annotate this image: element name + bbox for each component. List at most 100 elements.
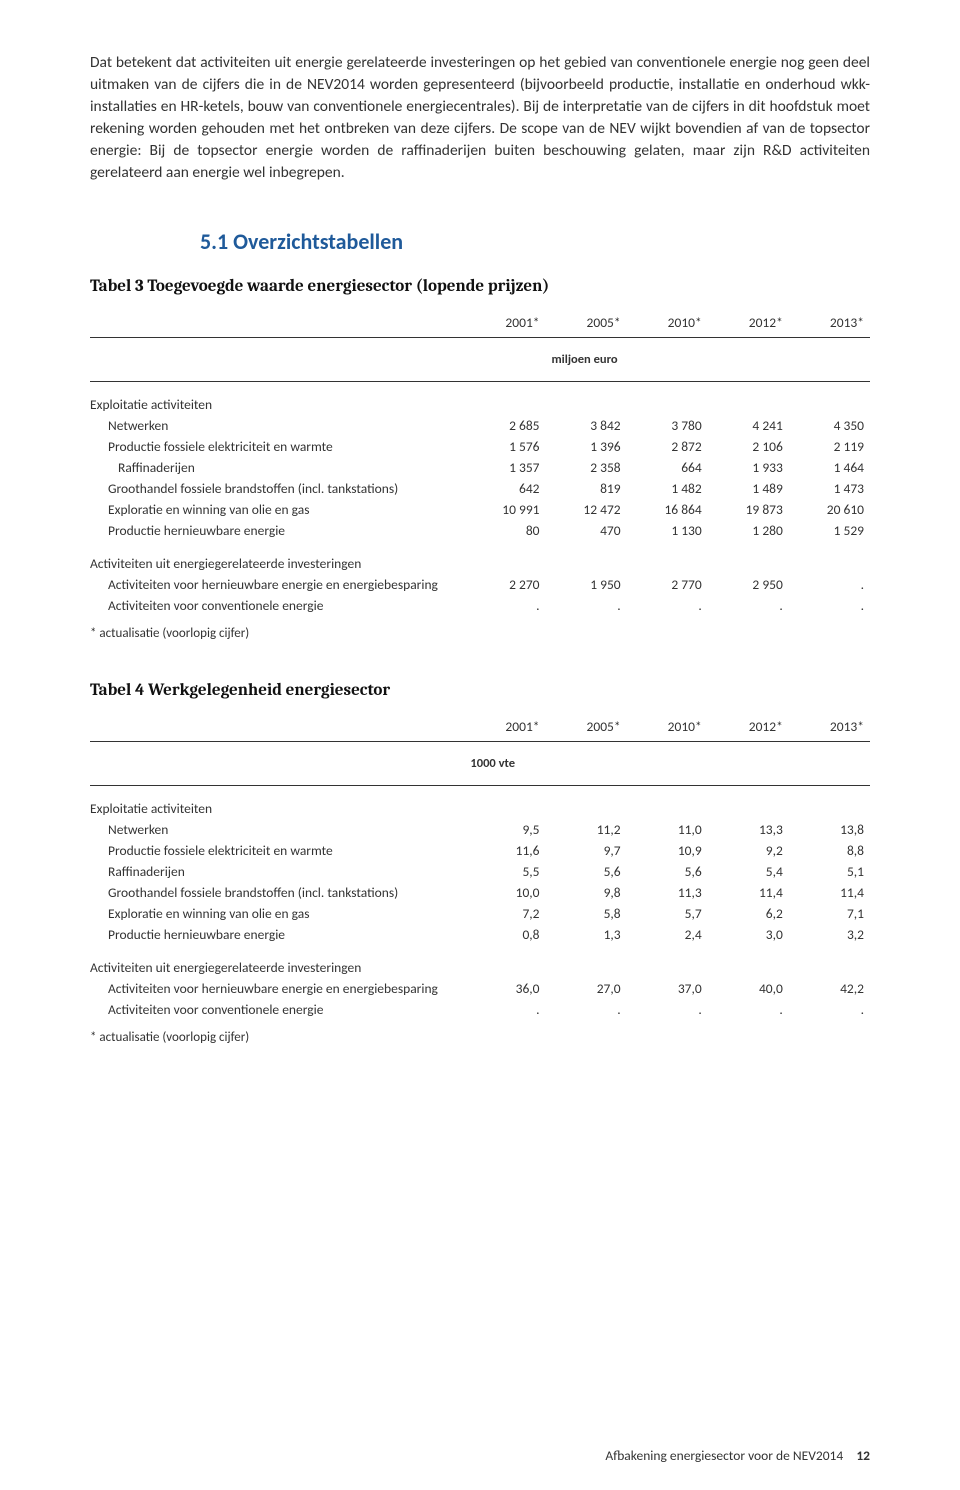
- row-label: Activiteiten voor hernieuwbare energie e…: [90, 574, 464, 595]
- table-4-block: Tabel 4 Werkgelegenheid energiesector 20…: [90, 681, 870, 1045]
- year-header: 2010*: [627, 712, 708, 742]
- cell-value: 20 610: [789, 499, 870, 520]
- cell-value: 3 780: [627, 415, 708, 436]
- cell-value: .: [789, 999, 870, 1020]
- year-header: 2012*: [708, 712, 789, 742]
- cell-value: 13,3: [708, 819, 789, 840]
- cell-value: 12 472: [546, 499, 627, 520]
- row-label: Activiteiten voor hernieuwbare energie e…: [90, 978, 464, 999]
- cell-value: .: [708, 595, 789, 616]
- row-label: Groothandel fossiele brandstoffen (incl.…: [90, 882, 464, 903]
- cell-value: 4 241: [708, 415, 789, 436]
- cell-value: 13,8: [789, 819, 870, 840]
- cell-value: 27,0: [546, 978, 627, 999]
- cell-value: 2 872: [627, 436, 708, 457]
- row-label: Productie hernieuwbare energie: [90, 520, 464, 541]
- row-label: Productie fossiele elektriciteit en warm…: [90, 436, 464, 457]
- cell-value: .: [546, 999, 627, 1020]
- cell-value: 819: [546, 478, 627, 499]
- year-header: 2001*: [464, 712, 545, 742]
- table-row: Activiteiten uit energiegerelateerde inv…: [90, 541, 870, 574]
- row-label: Productie fossiele elektriciteit en warm…: [90, 840, 464, 861]
- table-row: 2001* 2005* 2010* 2012* 2013*: [90, 712, 870, 742]
- table-row: Netwerken9,511,211,013,313,8: [90, 819, 870, 840]
- table-row: Exploratie en winning van olie en gas10 …: [90, 499, 870, 520]
- cell-value: 11,6: [464, 840, 545, 861]
- year-header: 2001*: [464, 308, 545, 338]
- cell-value: 1 950: [546, 574, 627, 595]
- cell-value: 1 130: [627, 520, 708, 541]
- cell-value: 2 119: [789, 436, 870, 457]
- cell-value: 11,0: [627, 819, 708, 840]
- cell-value: 1 357: [464, 457, 545, 478]
- table-row: Raffinaderijen1 3572 3586641 9331 464: [90, 457, 870, 478]
- table-row: Activiteiten voor hernieuwbare energie e…: [90, 574, 870, 595]
- cell-value: 2 950: [708, 574, 789, 595]
- row-label: Groothandel fossiele brandstoffen (incl.…: [90, 478, 464, 499]
- cell-value: 0,8: [464, 924, 545, 945]
- table-3: 2001* 2005* 2010* 2012* 2013* miljoen eu…: [90, 308, 870, 616]
- cell-value: 1,3: [546, 924, 627, 945]
- cell-value: 11,3: [627, 882, 708, 903]
- table-3-caption: Tabel 3 Toegevoegde waarde energiesector…: [90, 277, 870, 296]
- cell-value: 2 770: [627, 574, 708, 595]
- cell-value: 5,8: [546, 903, 627, 924]
- cell-value: 6,2: [708, 903, 789, 924]
- table-row: Activiteiten voor conventionele energie.…: [90, 999, 870, 1020]
- cell-value: 7,2: [464, 903, 545, 924]
- row-label: Exploratie en winning van olie en gas: [90, 903, 464, 924]
- cell-value: 11,2: [546, 819, 627, 840]
- row-label: Activiteiten voor conventionele energie: [90, 595, 464, 616]
- cell-value: 10,9: [627, 840, 708, 861]
- cell-value: 470: [546, 520, 627, 541]
- table-row: Productie hernieuwbare energie0,81,32,43…: [90, 924, 870, 945]
- table-row: Exploitatie activiteiten: [90, 381, 870, 415]
- cell-value: .: [627, 999, 708, 1020]
- table-row: 2001* 2005* 2010* 2012* 2013*: [90, 308, 870, 338]
- cell-value: 1 576: [464, 436, 545, 457]
- group-label: Activiteiten uit energiegerelateerde inv…: [90, 945, 464, 978]
- group-label: Activiteiten uit energiegerelateerde inv…: [90, 541, 464, 574]
- cell-value: 5,5: [464, 861, 545, 882]
- cell-value: 10 991: [464, 499, 545, 520]
- cell-value: 9,2: [708, 840, 789, 861]
- body-paragraph: Dat betekent dat activiteiten uit energi…: [90, 52, 870, 184]
- cell-value: 642: [464, 478, 545, 499]
- year-header: 2010*: [627, 308, 708, 338]
- table-row: Exploitatie activiteiten: [90, 785, 870, 819]
- cell-value: 3 842: [546, 415, 627, 436]
- table-4-caption: Tabel 4 Werkgelegenheid energiesector: [90, 681, 870, 700]
- cell-value: .: [789, 574, 870, 595]
- cell-value: 4 350: [789, 415, 870, 436]
- row-label: Raffinaderijen: [90, 861, 464, 882]
- cell-value: 7,1: [789, 903, 870, 924]
- page-number: 12: [856, 1447, 870, 1464]
- table-row: Activiteiten uit energiegerelateerde inv…: [90, 945, 870, 978]
- year-header: 2013*: [789, 308, 870, 338]
- page-footer: Afbakening energiesector voor de NEV2014…: [605, 1447, 870, 1464]
- cell-value: .: [464, 999, 545, 1020]
- table-row: Exploratie en winning van olie en gas7,2…: [90, 903, 870, 924]
- table-row: Raffinaderijen5,55,65,65,45,1: [90, 861, 870, 882]
- cell-value: 36,0: [464, 978, 545, 999]
- cell-value: 1 396: [546, 436, 627, 457]
- cell-value: 5,4: [708, 861, 789, 882]
- cell-value: .: [464, 595, 545, 616]
- row-label: Exploratie en winning van olie en gas: [90, 499, 464, 520]
- table-row: Productie fossiele elektriciteit en warm…: [90, 840, 870, 861]
- cell-value: 1 489: [708, 478, 789, 499]
- cell-value: 9,5: [464, 819, 545, 840]
- table-row: Activiteiten voor hernieuwbare energie e…: [90, 978, 870, 999]
- group-label: Exploitatie activiteiten: [90, 785, 464, 819]
- cell-value: 1 280: [708, 520, 789, 541]
- cell-value: 1 933: [708, 457, 789, 478]
- year-header: 2012*: [708, 308, 789, 338]
- group-label: Exploitatie activiteiten: [90, 381, 464, 415]
- cell-value: 3,2: [789, 924, 870, 945]
- cell-value: 42,2: [789, 978, 870, 999]
- cell-value: 10,0: [464, 882, 545, 903]
- cell-value: 2,4: [627, 924, 708, 945]
- table-row: miljoen euro: [90, 337, 870, 381]
- table-row: 1000 vte: [90, 741, 870, 785]
- table-row: Netwerken2 6853 8423 7804 2414 350: [90, 415, 870, 436]
